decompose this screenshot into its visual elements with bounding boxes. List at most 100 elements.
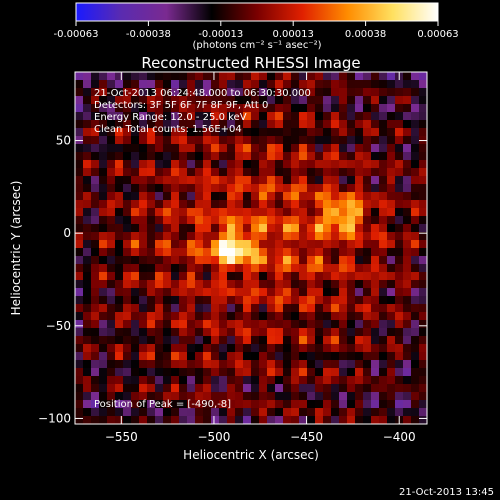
heatmap-cell: [315, 344, 324, 353]
heatmap-cell: [275, 96, 284, 105]
heatmap-cell: [83, 376, 92, 385]
heatmap-cell: [147, 88, 156, 97]
heatmap-cell: [163, 112, 172, 121]
heatmap-cell: [227, 184, 236, 193]
heatmap-cell: [99, 224, 108, 233]
heatmap-cell: [91, 208, 100, 217]
heatmap-cell: [411, 112, 420, 121]
heatmap-cell: [267, 80, 276, 89]
heatmap-cell: [195, 216, 204, 225]
heatmap-cell: [251, 320, 260, 329]
heatmap-cell: [107, 112, 116, 121]
heatmap-cell: [99, 200, 108, 209]
heatmap-cell: [267, 328, 276, 337]
heatmap-cell: [147, 304, 156, 313]
heatmap-cell: [219, 168, 228, 177]
heatmap-cell: [363, 96, 372, 105]
heatmap-cell: [195, 128, 204, 137]
heatmap-cell: [331, 112, 340, 121]
heatmap-cell: [331, 120, 340, 129]
heatmap-cell: [91, 360, 100, 369]
heatmap-cell: [163, 304, 172, 313]
heatmap-cell: [275, 344, 284, 353]
heatmap-cell: [259, 224, 268, 233]
heatmap-cell: [115, 80, 124, 89]
heatmap-cell: [147, 72, 156, 81]
heatmap-cell: [259, 392, 268, 401]
heatmap-cell: [411, 336, 420, 345]
heatmap-cell: [187, 280, 196, 289]
heatmap-cell: [419, 248, 427, 257]
heatmap-cell: [187, 152, 196, 161]
heatmap-cell: [379, 304, 388, 313]
heatmap-cell: [395, 104, 404, 113]
heatmap-cell: [299, 128, 308, 137]
heatmap-cell: [99, 104, 108, 113]
heatmap-cell: [355, 368, 364, 377]
heatmap-cell: [387, 176, 396, 185]
heatmap-cell: [211, 224, 220, 233]
heatmap-cell: [227, 192, 236, 201]
heatmap-cell: [99, 120, 108, 129]
heatmap-cell: [331, 352, 340, 361]
heatmap-cell: [187, 192, 196, 201]
heatmap-cell: [315, 248, 324, 257]
heatmap-cell: [107, 328, 116, 337]
heatmap-cell: [307, 112, 316, 121]
heatmap-cell: [147, 208, 156, 217]
heatmap-cell: [147, 280, 156, 289]
heatmap-cell: [283, 288, 292, 297]
heatmap-cell: [123, 288, 132, 297]
heatmap-cell: [267, 168, 276, 177]
heatmap-cell: [331, 328, 340, 337]
heatmap-cell: [219, 304, 228, 313]
heatmap-cell: [155, 152, 164, 161]
heatmap-cell: [227, 120, 236, 129]
heatmap-cell: [371, 344, 380, 353]
heatmap-cell: [131, 96, 140, 105]
heatmap-cell: [419, 216, 427, 225]
heatmap-cell: [371, 352, 380, 361]
heatmap-cell: [131, 416, 140, 424]
heatmap-cell: [259, 72, 268, 81]
heatmap-cell: [107, 96, 116, 105]
heatmap-cell: [139, 368, 148, 377]
heatmap-cell: [83, 224, 92, 233]
heatmap-cell: [91, 88, 100, 97]
heatmap-cell: [147, 240, 156, 249]
heatmap-cell: [307, 168, 316, 177]
heatmap-cell: [339, 376, 348, 385]
heatmap-cell: [203, 112, 212, 121]
heatmap-cell: [163, 104, 172, 113]
heatmap-cell: [291, 384, 300, 393]
heatmap-cell: [171, 384, 180, 393]
heatmap-cell: [91, 160, 100, 169]
heatmap-cell: [363, 72, 372, 81]
heatmap-cell: [387, 216, 396, 225]
heatmap-cell: [291, 176, 300, 185]
heatmap-cell: [419, 160, 427, 169]
heatmap-cell: [283, 144, 292, 153]
heatmap-cell: [355, 384, 364, 393]
heatmap-cell: [243, 352, 252, 361]
heatmap-cell: [339, 120, 348, 129]
heatmap-cell: [179, 416, 188, 424]
heatmap-cell: [363, 208, 372, 217]
heatmap-cell: [347, 136, 356, 145]
heatmap-cell: [203, 200, 212, 209]
heatmap-cell: [171, 344, 180, 353]
heatmap-cell: [323, 184, 332, 193]
heatmap-cell: [347, 304, 356, 313]
heatmap-cell: [203, 328, 212, 337]
heatmap-cell: [123, 248, 132, 257]
heatmap-cell: [195, 168, 204, 177]
heatmap-cell: [275, 104, 284, 113]
heatmap-cell: [411, 368, 420, 377]
heatmap-cell: [219, 192, 228, 201]
heatmap-cell: [347, 120, 356, 129]
heatmap-cell: [195, 136, 204, 145]
heatmap-cell: [403, 152, 412, 161]
heatmap-cell: [395, 360, 404, 369]
heatmap-cell: [307, 200, 316, 209]
heatmap-cell: [363, 320, 372, 329]
